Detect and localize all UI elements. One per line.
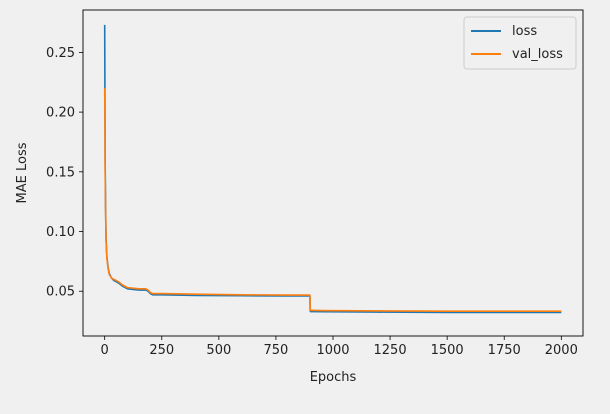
x-tick-label: 1750 xyxy=(488,343,521,358)
y-tick-label: 0.10 xyxy=(46,225,75,240)
x-tick-label: 750 xyxy=(264,343,289,358)
x-tick-label: 1500 xyxy=(431,343,464,358)
series-line-val-loss xyxy=(103,88,562,312)
series-layer xyxy=(103,24,562,314)
x-axis: 0 250 500 750 1000 1250 1500 1750 2000 xyxy=(101,336,578,358)
x-axis-label: Epochs xyxy=(310,370,357,385)
y-axis-label: MAE Loss xyxy=(15,142,30,203)
legend-label-loss: loss xyxy=(512,24,537,39)
x-tick-label: 500 xyxy=(206,343,231,358)
y-tick-label: 0.15 xyxy=(46,165,75,180)
x-tick-label: 0 xyxy=(101,343,109,358)
y-axis: 0.05 0.10 0.15 0.20 0.25 xyxy=(46,46,83,300)
y-tick-label: 0.20 xyxy=(46,106,75,121)
x-tick-label: 250 xyxy=(149,343,174,358)
legend: loss val_loss xyxy=(463,16,577,70)
y-tick-label: 0.05 xyxy=(46,285,75,300)
legend-label-val-loss: val_loss xyxy=(512,47,563,62)
x-tick-label: 2000 xyxy=(545,343,578,358)
x-tick-label: 1250 xyxy=(374,343,407,358)
x-tick-label: 1000 xyxy=(316,343,349,358)
y-tick-label: 0.25 xyxy=(46,46,75,61)
